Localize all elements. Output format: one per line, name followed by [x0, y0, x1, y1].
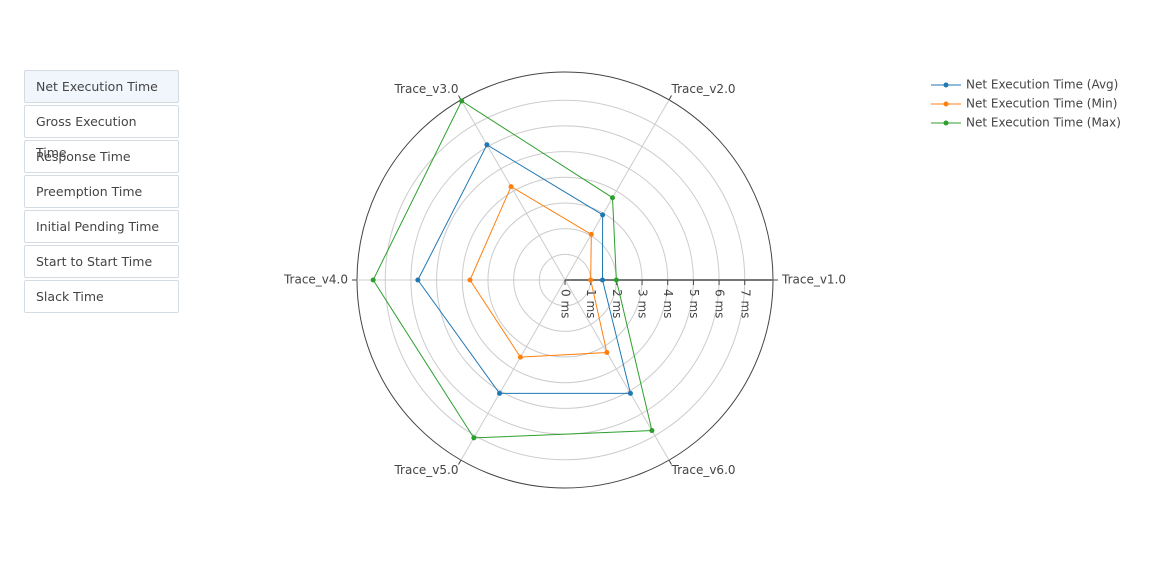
series-point — [649, 428, 655, 434]
series-point — [604, 349, 610, 355]
series-point — [610, 195, 616, 201]
category-label: Trace_v3.0 — [393, 82, 458, 96]
series-point — [588, 277, 594, 283]
tab-button[interactable]: Preemption Time — [24, 175, 179, 208]
series-point — [467, 277, 473, 283]
tab-button[interactable]: Net Execution Time — [24, 70, 179, 103]
series-point — [599, 277, 605, 283]
series-point — [627, 390, 633, 396]
category-label: Trace_v4.0 — [283, 273, 348, 287]
category-label: Trace_v2.0 — [671, 82, 736, 96]
series-point — [508, 184, 514, 190]
radial-tick-label: 5 ms — [687, 289, 701, 318]
radial-tick-label: 4 ms — [661, 289, 675, 318]
tab-button[interactable]: Slack Time — [24, 280, 179, 313]
angular-tick — [458, 459, 462, 465]
legend-marker — [943, 120, 949, 126]
legend-label: Net Execution Time (Min) — [966, 97, 1117, 111]
category-label: Trace_v5.0 — [393, 463, 458, 477]
radial-tick-label: 6 ms — [713, 289, 727, 318]
spoke — [460, 279, 566, 461]
category-label: Trace_v6.0 — [671, 463, 736, 477]
spoke — [460, 99, 566, 281]
series-line — [372, 100, 653, 439]
series-point — [517, 354, 523, 360]
angular-tick — [668, 95, 672, 101]
series-point — [613, 277, 619, 283]
series-point — [415, 277, 421, 283]
legend-marker — [943, 82, 949, 88]
series-line — [469, 185, 608, 358]
legend-label: Net Execution Time (Avg) — [966, 78, 1118, 92]
angular-tick — [668, 459, 672, 465]
spoke — [564, 99, 670, 281]
tab-button[interactable]: Start to Start Time — [24, 245, 179, 278]
tab-button[interactable]: Response Time — [24, 140, 179, 173]
series-point — [471, 435, 477, 441]
radial-tick-label: 7 ms — [738, 289, 752, 318]
series-point — [497, 390, 503, 396]
category-label: Trace_v1.0 — [781, 273, 846, 287]
series-point — [600, 212, 606, 218]
series-point — [459, 98, 465, 104]
radial-tick-label: 3 ms — [636, 289, 650, 318]
legend-marker — [943, 101, 949, 107]
radial-tick-label: 0 ms — [559, 289, 573, 318]
series-line — [417, 144, 632, 394]
tab-button[interactable]: Initial Pending Time — [24, 210, 179, 243]
series-point — [370, 277, 376, 283]
legend-label: Net Execution Time (Max) — [966, 116, 1121, 130]
series-point — [484, 142, 490, 148]
series-point — [588, 231, 594, 237]
